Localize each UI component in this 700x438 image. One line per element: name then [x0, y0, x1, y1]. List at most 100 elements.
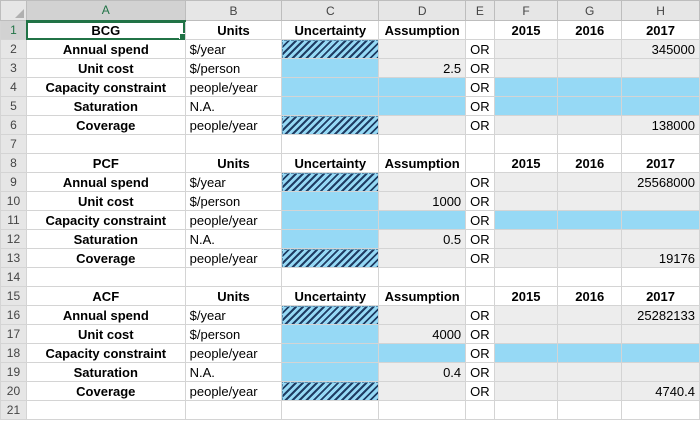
- cell-A13[interactable]: Coverage: [25, 248, 186, 268]
- cell-H2[interactable]: 345000: [621, 39, 700, 59]
- cell-H11[interactable]: [621, 210, 700, 230]
- cell-G15[interactable]: 2016: [557, 286, 623, 306]
- cell-F13[interactable]: [493, 248, 559, 268]
- cell-H21[interactable]: [621, 400, 700, 420]
- cell-E15[interactable]: [465, 286, 495, 306]
- cell-D12[interactable]: 0.5: [378, 229, 467, 249]
- cell-G14[interactable]: [557, 267, 623, 287]
- cell-D3[interactable]: 2.5: [378, 58, 467, 78]
- cell-B4[interactable]: people/year: [184, 77, 283, 97]
- cell-D15[interactable]: Assumption: [378, 286, 467, 306]
- cell-D19[interactable]: 0.4: [378, 362, 467, 382]
- row-header[interactable]: 12: [0, 229, 27, 249]
- cell-B6[interactable]: people/year: [184, 115, 283, 135]
- cell-C20[interactable]: [281, 381, 380, 401]
- cell-E10[interactable]: OR: [465, 191, 495, 211]
- cell-H15[interactable]: 2017: [621, 286, 700, 306]
- cell-A20[interactable]: Coverage: [25, 381, 186, 401]
- cell-G6[interactable]: [557, 115, 623, 135]
- cell-H10[interactable]: [621, 191, 700, 211]
- cell-B8[interactable]: Units: [184, 153, 283, 173]
- cell-H13[interactable]: 19176: [621, 248, 700, 268]
- cell-E19[interactable]: OR: [465, 362, 495, 382]
- cell-D21[interactable]: [378, 400, 467, 420]
- cell-F20[interactable]: [493, 381, 559, 401]
- cell-C17[interactable]: [281, 324, 380, 344]
- row-header[interactable]: 6: [0, 115, 27, 135]
- column-header-D[interactable]: D: [378, 0, 467, 21]
- cell-E21[interactable]: [465, 400, 495, 420]
- cell-D10[interactable]: 1000: [378, 191, 467, 211]
- cell-F11[interactable]: [493, 210, 559, 230]
- cell-D2[interactable]: [378, 39, 467, 59]
- cell-G20[interactable]: [557, 381, 623, 401]
- cell-C15[interactable]: Uncertainty: [281, 286, 380, 306]
- cell-G3[interactable]: [557, 58, 623, 78]
- cell-H5[interactable]: [621, 96, 700, 116]
- cell-G9[interactable]: [557, 172, 623, 192]
- cell-A2[interactable]: Annual spend: [25, 39, 186, 59]
- cell-G2[interactable]: [557, 39, 623, 59]
- cell-B1[interactable]: Units: [184, 20, 283, 40]
- cell-A1[interactable]: BCG: [25, 20, 186, 40]
- cell-E17[interactable]: OR: [465, 324, 495, 344]
- cell-H3[interactable]: [621, 58, 700, 78]
- column-header-H[interactable]: H: [621, 0, 700, 21]
- cell-A8[interactable]: PCF: [25, 153, 186, 173]
- cell-C21[interactable]: [281, 400, 380, 420]
- cell-D7[interactable]: [378, 134, 467, 154]
- cell-F15[interactable]: 2015: [493, 286, 559, 306]
- cell-A5[interactable]: Saturation: [25, 96, 186, 116]
- cell-D8[interactable]: Assumption: [378, 153, 467, 173]
- cell-F9[interactable]: [493, 172, 559, 192]
- cell-D18[interactable]: [378, 343, 467, 363]
- cell-D13[interactable]: [378, 248, 467, 268]
- cell-A15[interactable]: ACF: [25, 286, 186, 306]
- select-all-button[interactable]: [0, 0, 27, 21]
- cell-D17[interactable]: 4000: [378, 324, 467, 344]
- row-header[interactable]: 19: [0, 362, 27, 382]
- cell-C10[interactable]: [281, 191, 380, 211]
- cell-G1[interactable]: 2016: [557, 20, 623, 40]
- cell-H6[interactable]: 138000: [621, 115, 700, 135]
- cell-G17[interactable]: [557, 324, 623, 344]
- cell-H12[interactable]: [621, 229, 700, 249]
- cell-C8[interactable]: Uncertainty: [281, 153, 380, 173]
- row-header[interactable]: 13: [0, 248, 27, 268]
- cell-B17[interactable]: $/person: [184, 324, 283, 344]
- cell-A4[interactable]: Capacity constraint: [25, 77, 186, 97]
- cell-B16[interactable]: $/year: [184, 305, 283, 325]
- cell-E9[interactable]: OR: [465, 172, 495, 192]
- cell-A14[interactable]: [25, 267, 186, 287]
- cell-C6[interactable]: [281, 115, 380, 135]
- cell-B5[interactable]: N.A.: [184, 96, 283, 116]
- row-header[interactable]: 9: [0, 172, 27, 192]
- cell-F5[interactable]: [493, 96, 559, 116]
- column-header-E[interactable]: E: [465, 0, 495, 21]
- cell-D5[interactable]: [378, 96, 467, 116]
- cell-D20[interactable]: [378, 381, 467, 401]
- cell-F17[interactable]: [493, 324, 559, 344]
- cell-A3[interactable]: Unit cost: [25, 58, 186, 78]
- row-header[interactable]: 2: [0, 39, 27, 59]
- row-header[interactable]: 15: [0, 286, 27, 306]
- cell-B2[interactable]: $/year: [184, 39, 283, 59]
- cell-G12[interactable]: [557, 229, 623, 249]
- cell-B11[interactable]: people/year: [184, 210, 283, 230]
- column-header-A[interactable]: A: [25, 0, 186, 22]
- cell-F10[interactable]: [493, 191, 559, 211]
- row-header[interactable]: 21: [0, 400, 27, 420]
- cell-G4[interactable]: [557, 77, 623, 97]
- cell-H20[interactable]: 4740.4: [621, 381, 700, 401]
- cell-C18[interactable]: [281, 343, 380, 363]
- cell-E1[interactable]: [465, 20, 495, 40]
- cell-G13[interactable]: [557, 248, 623, 268]
- cell-H1[interactable]: 2017: [621, 20, 700, 40]
- cell-A21[interactable]: [25, 400, 186, 420]
- column-header-F[interactable]: F: [493, 0, 559, 21]
- cell-B21[interactable]: [184, 400, 283, 420]
- cell-D16[interactable]: [378, 305, 467, 325]
- cell-B14[interactable]: [184, 267, 283, 287]
- cell-G10[interactable]: [557, 191, 623, 211]
- cell-E11[interactable]: OR: [465, 210, 495, 230]
